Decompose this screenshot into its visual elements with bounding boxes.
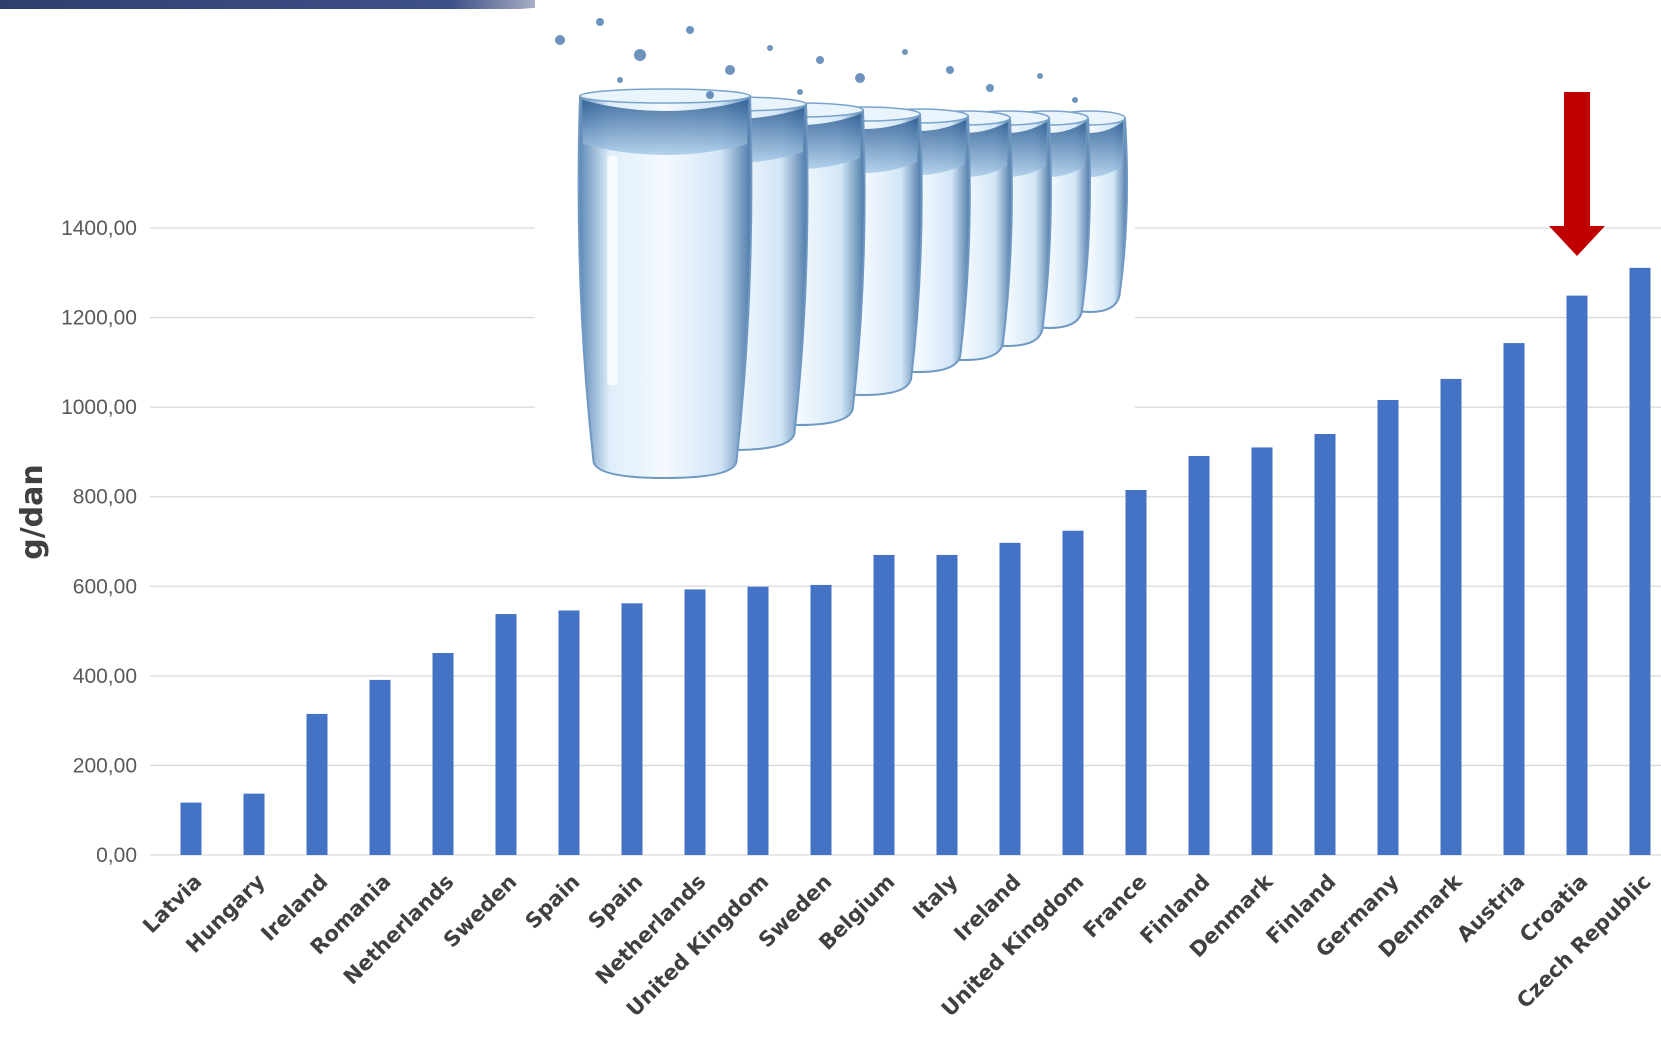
bar [369, 679, 391, 855]
bar [684, 589, 706, 855]
bar [1629, 267, 1651, 856]
splash-droplet [617, 77, 623, 83]
y-tick-label: 200,00 [73, 754, 137, 777]
bar [1251, 447, 1273, 855]
y-axis-ticks: 0,00 200,00 400,00 600,00 800,00 1000,00 1200,… [61, 217, 137, 867]
splash-droplet [986, 84, 994, 92]
bar [999, 542, 1021, 855]
bar [432, 653, 454, 855]
y-tick-label: 1400,00 [61, 217, 137, 240]
splash-droplet [706, 91, 714, 99]
bar [495, 614, 517, 855]
splash-droplet [725, 65, 735, 75]
y-tick-label: 1000,00 [61, 396, 137, 419]
x-tick-label: Spain [521, 870, 585, 934]
bar [1062, 530, 1084, 855]
splash-droplet [767, 45, 773, 51]
bar [1566, 295, 1588, 855]
splash-droplet [946, 66, 954, 74]
bars [180, 267, 1651, 856]
bar [243, 793, 265, 855]
splash-droplet [596, 18, 604, 26]
bar [621, 603, 643, 855]
splash-droplet [816, 56, 824, 64]
x-tick-label: Netherlands [339, 870, 459, 990]
splash-droplet [902, 49, 908, 55]
x-axis-labels: LatviaHungaryIrelandRomaniaNetherlandsSw… [138, 869, 1655, 1021]
red-down-arrow-icon [1549, 92, 1605, 256]
splash-droplet [797, 89, 803, 95]
splash-droplet [634, 49, 646, 61]
y-tick-label: 800,00 [73, 486, 137, 509]
y-tick-label: 400,00 [73, 665, 137, 688]
splash-droplet [855, 73, 865, 83]
bar [747, 586, 769, 855]
splash-droplet [1072, 97, 1078, 103]
bar [1188, 455, 1210, 855]
bar [1503, 343, 1525, 855]
y-tick-label: 0,00 [96, 844, 137, 867]
bar [810, 584, 832, 855]
arrow-shape [1549, 92, 1605, 256]
y-axis-label: g/dan [15, 464, 50, 560]
bar [180, 802, 202, 855]
splash-droplet [686, 26, 694, 34]
bar [1377, 399, 1399, 855]
bar [1440, 378, 1462, 855]
bar [558, 610, 580, 855]
y-tick-label: 1200,00 [61, 307, 137, 330]
splash-droplet [1037, 73, 1043, 79]
bar [1314, 434, 1336, 855]
bar [873, 554, 895, 855]
splash-droplet [555, 35, 565, 45]
bar [306, 713, 328, 855]
bar [936, 554, 958, 855]
water-glasses-image [535, 0, 1135, 480]
glass [577, 88, 753, 480]
top-band [0, 0, 600, 9]
x-tick-label: Italy [908, 869, 963, 924]
x-tick-label: Austria [1452, 870, 1529, 947]
x-tick-label: Netherlands [591, 870, 711, 990]
y-tick-label: 600,00 [73, 575, 137, 598]
bar [1125, 489, 1147, 855]
